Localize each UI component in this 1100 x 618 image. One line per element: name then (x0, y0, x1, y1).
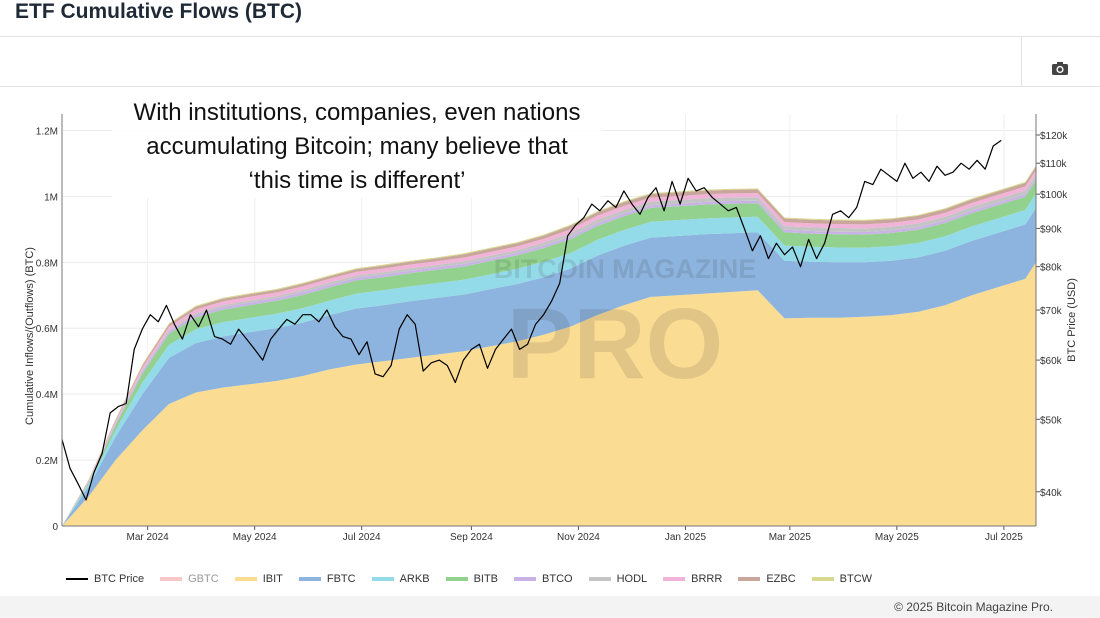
y-right-tick-label: $110k (1040, 159, 1068, 170)
annotation-line-2: accumulating Bitcoin; many believe that (146, 133, 568, 160)
x-tick-label: Nov 2024 (557, 532, 600, 543)
legend-swatch (445, 577, 468, 581)
etf-flows-chart: BITCOIN MAGAZINE PRO 0 0.2M 0.4M 0.6M 0.8M 1M… (24, 114, 1078, 543)
legend-label: BTCW (839, 573, 873, 585)
btc-price-line (61, 139, 1002, 501)
legend-label: BTCO (542, 573, 573, 585)
stacked-areas (62, 165, 1036, 526)
y-left-tick-label: 0.8M (36, 258, 58, 269)
y-left-tick-label: 0.6M (36, 324, 58, 335)
legend-swatch (298, 577, 321, 581)
y-right-tick-label: $80k (1040, 263, 1063, 274)
y-left-tick-label: 1M (44, 192, 58, 203)
legend-label: BTC Price (94, 573, 145, 585)
y-right-tick-label: $60k (1040, 356, 1063, 367)
x-tick-label: Mar 2024 (127, 532, 170, 543)
toolbar-bottom-divider (0, 86, 1100, 87)
legend-item-btcw[interactable]: BTCW (811, 573, 873, 585)
legend-label: IBIT (262, 573, 283, 585)
legend-label: BRRR (691, 573, 723, 585)
page-title: ETF Cumulative Flows (BTC) (15, 0, 303, 23)
y-right-tick-label: $50k (1040, 415, 1063, 426)
y-left-tick-label: 0 (52, 522, 58, 533)
legend-item-btco[interactable]: BTCO (514, 573, 573, 585)
annotation-text: With institutions, companies, even natio… (112, 96, 602, 198)
y-left-tick-label: 0.2M (36, 456, 58, 467)
camera-icon[interactable] (1051, 60, 1069, 76)
chart-legend: BTC Price GBTC IBIT FBTC ARKB BITB BTCO HODL BRR… (66, 573, 888, 585)
btc-price-line-group (61, 139, 1002, 501)
legend-swatch (371, 577, 394, 581)
footer-bar (0, 596, 1100, 618)
legend-item-gbtc[interactable]: GBTC (160, 573, 219, 585)
legend-label: FBTC (326, 573, 356, 585)
legend-swatch (588, 577, 611, 581)
legend-swatch (811, 577, 834, 581)
y-right-tick-label: $90k (1040, 224, 1063, 235)
legend-item-brrr[interactable]: BRRR (663, 573, 722, 585)
legend-swatch (738, 577, 761, 581)
watermark: BITCOIN MAGAZINE PRO (494, 254, 757, 400)
x-tick-label: Mar 2025 (769, 532, 812, 543)
legend-item-hodl[interactable]: HODL (588, 573, 648, 585)
annotation-line-1: With institutions, companies, even natio… (133, 99, 581, 126)
x-tick-label: Jan 2025 (665, 532, 707, 543)
legend-label: BITB (473, 573, 499, 585)
legend-item-fbtc[interactable]: FBTC (298, 573, 356, 585)
copyright-text: © 2025 Bitcoin Magazine Pro. (894, 600, 1053, 614)
y-axis-right-label: BTC Price (USD) (1066, 278, 1078, 362)
area-fbtc (62, 207, 1036, 526)
watermark-text-bottom: PRO (507, 288, 724, 400)
x-tick-label: Jul 2024 (343, 532, 381, 543)
toolbar-top-divider (0, 36, 1100, 37)
legend-item-bitb[interactable]: BITB (445, 573, 499, 585)
y-right-tick-label: $120k (1040, 131, 1068, 142)
legend-item-ibit[interactable]: IBIT (234, 573, 283, 585)
legend-swatch (66, 578, 88, 580)
x-tick-label: Sep 2024 (450, 532, 493, 543)
annotation-line-3: ‘this time is different’ (248, 167, 466, 194)
legend-item-arkb[interactable]: ARKB (371, 573, 430, 585)
x-tick-label: May 2024 (233, 532, 277, 543)
toolbar-separator (1021, 37, 1022, 86)
legend-swatch (234, 577, 257, 581)
watermark-text-top: BITCOIN MAGAZINE (494, 254, 757, 284)
y-right-tick-label: $70k (1040, 306, 1063, 317)
y-left-tick-label: 1.2M (36, 126, 58, 137)
legend-label: HODL (616, 573, 648, 585)
axes: 0 0.2M 0.4M 0.6M 0.8M 1M 1.2M Mar 2024 May 2024 J… (36, 114, 1068, 543)
x-tick-label: May 2025 (875, 532, 919, 543)
legend-swatch (663, 577, 686, 581)
legend-swatch (514, 577, 537, 581)
area-ibit (62, 262, 1036, 526)
y-left-tick-label: 0.4M (36, 390, 58, 401)
x-tick-label: Jul 2025 (985, 532, 1023, 543)
y-right-tick-label: $100k (1040, 190, 1068, 201)
legend-label: EZBC (766, 573, 796, 585)
y-axis-left-label: Cumulative Inflows/(Outflows) (BTC) (24, 247, 36, 425)
legend-label: ARKB (399, 573, 430, 585)
legend-item-ezbc[interactable]: EZBC (738, 573, 796, 585)
legend-label: GBTC (188, 573, 219, 585)
area-bitb (62, 180, 1036, 526)
legend-swatch (160, 577, 183, 581)
y-right-tick-label: $40k (1040, 488, 1063, 499)
legend-item-btc-price[interactable]: BTC Price (66, 573, 144, 585)
